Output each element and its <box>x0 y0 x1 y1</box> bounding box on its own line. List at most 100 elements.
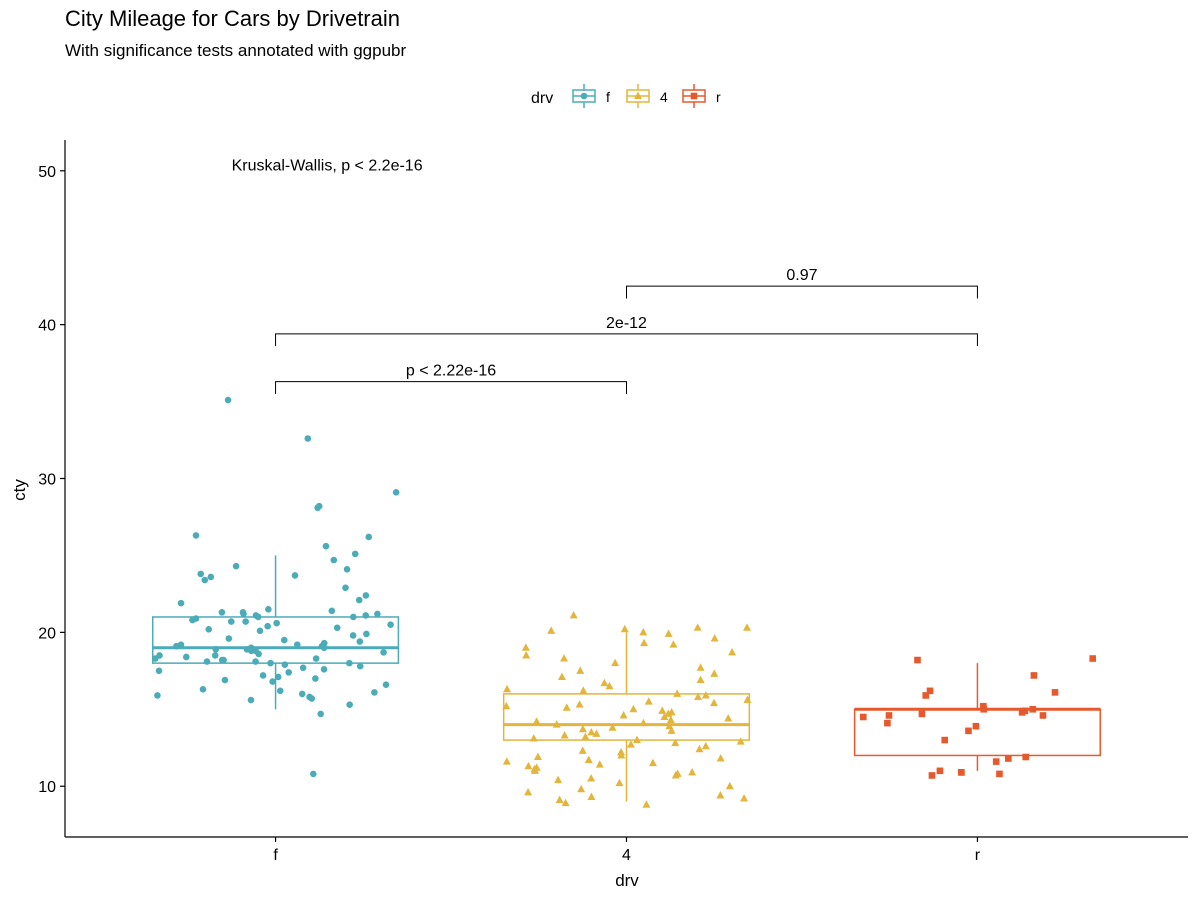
data-point <box>221 676 229 684</box>
data-point <box>392 489 400 496</box>
legend-item-f: f <box>572 84 610 108</box>
data-point <box>914 656 921 664</box>
data-point <box>365 533 373 541</box>
data-point <box>696 663 705 671</box>
data-point <box>522 651 531 659</box>
data-point <box>859 713 867 721</box>
data-point <box>322 542 330 550</box>
data-point <box>362 592 370 599</box>
data-point <box>205 625 213 633</box>
data-point <box>980 705 987 713</box>
data-point <box>317 710 324 718</box>
data-point <box>349 632 357 639</box>
data-point <box>189 616 196 624</box>
data-point <box>387 621 394 628</box>
data-point <box>918 710 926 718</box>
data-point <box>151 655 159 662</box>
data-point <box>312 655 320 662</box>
data-point <box>560 654 569 662</box>
data-point <box>742 623 751 631</box>
data-point <box>330 556 338 564</box>
data-point <box>265 605 272 613</box>
data-point <box>552 720 561 728</box>
data-point <box>928 772 936 779</box>
legend-item-4: 4 <box>626 84 668 108</box>
data-point <box>710 634 719 642</box>
data-point <box>639 627 648 636</box>
data-point <box>256 627 264 635</box>
data-point <box>532 717 541 725</box>
data-point <box>308 695 316 702</box>
data-point <box>211 652 219 659</box>
data-point <box>374 610 381 618</box>
data-point <box>716 754 725 762</box>
data-point <box>658 706 667 714</box>
data-point <box>693 623 702 631</box>
data-point <box>346 659 353 667</box>
data-point <box>587 792 596 800</box>
data-point <box>320 665 328 673</box>
data-point <box>716 791 725 799</box>
x-axis-label: drv <box>615 871 639 890</box>
data-point <box>218 656 226 664</box>
data-point <box>192 532 200 539</box>
data-point <box>592 729 601 737</box>
y-tick-label: 10 <box>38 779 56 796</box>
data-point <box>595 760 604 768</box>
data-point <box>557 672 566 680</box>
data-point <box>280 636 288 644</box>
legend-title: drv <box>531 90 553 107</box>
data-point <box>578 724 587 733</box>
data-point <box>207 573 215 581</box>
data-point <box>521 643 530 651</box>
significance-bracket: 0.97 <box>626 267 978 299</box>
data-point <box>1018 709 1026 716</box>
data-point <box>724 714 733 722</box>
x-tick-label: 4 <box>622 847 631 864</box>
data-point <box>199 685 207 693</box>
data-point <box>380 649 387 656</box>
legend-key-symbol <box>580 92 588 100</box>
significance-bracket: 2e-12 <box>275 315 978 347</box>
kruskal-wallis-label: Kruskal-Wallis, p < 2.2e-16 <box>232 158 423 175</box>
data-point <box>554 775 563 784</box>
data-point <box>936 767 944 775</box>
data-point <box>529 734 538 742</box>
data-point <box>664 629 673 637</box>
points-f <box>151 396 400 778</box>
y-tick-label: 20 <box>38 625 56 642</box>
data-point <box>626 740 635 748</box>
data-point <box>333 624 341 632</box>
data-point <box>363 630 370 638</box>
data-point <box>669 640 678 648</box>
data-point <box>227 618 235 625</box>
data-point <box>667 726 676 734</box>
data-point <box>555 795 564 804</box>
data-point <box>562 703 571 711</box>
data-point <box>1051 689 1059 696</box>
data-point <box>941 736 949 744</box>
significance-bracket: p < 2.22e-16 <box>275 363 627 394</box>
data-point <box>620 624 629 633</box>
data-point <box>155 667 163 675</box>
legend-label: f <box>606 89 610 105</box>
bracket-label: 0.97 <box>786 267 817 284</box>
data-point <box>254 613 262 621</box>
data-point <box>996 770 1003 778</box>
data-point <box>264 622 271 630</box>
data-point <box>578 746 587 754</box>
data-point <box>965 727 972 735</box>
data-point <box>972 722 980 730</box>
data-point <box>1022 753 1030 761</box>
data-point <box>666 715 675 724</box>
data-point <box>579 686 588 694</box>
data-point <box>926 687 934 695</box>
data-point <box>695 744 704 753</box>
data-point <box>632 735 641 744</box>
data-point <box>371 689 378 696</box>
data-point <box>201 576 209 584</box>
data-point <box>346 701 353 708</box>
data-point <box>524 787 533 796</box>
data-point <box>224 396 232 404</box>
